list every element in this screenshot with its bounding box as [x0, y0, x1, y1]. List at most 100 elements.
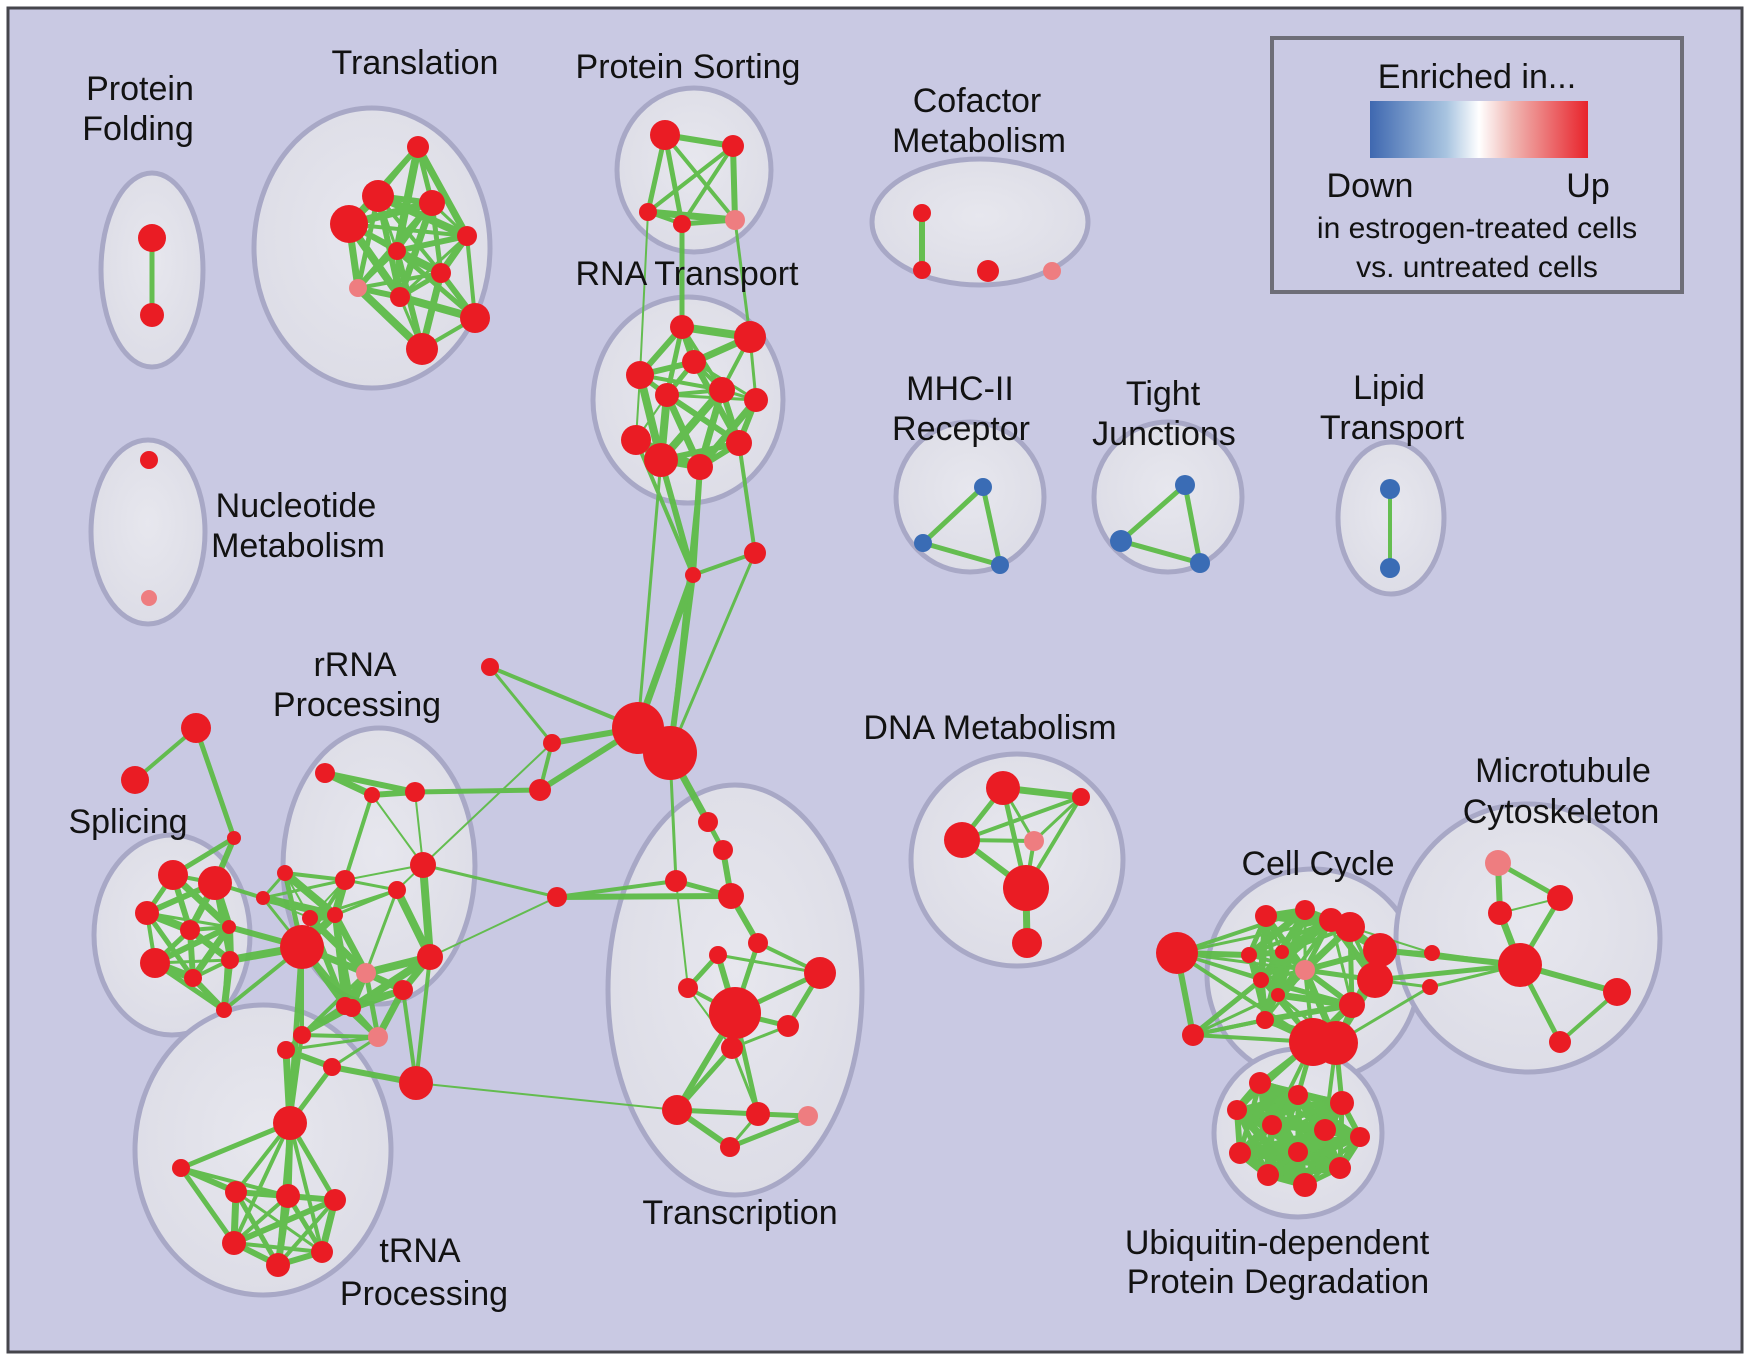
- edge: [675, 880, 689, 989]
- cluster-label: MHC-II: [906, 370, 1014, 408]
- node-red: [221, 951, 239, 969]
- edge: [261, 878, 347, 900]
- edge: [696, 386, 726, 471]
- edge: [730, 143, 738, 223]
- node-red: [1603, 978, 1631, 1006]
- edge: [371, 794, 424, 866]
- cluster-label: Tight: [1126, 375, 1201, 413]
- edge: [636, 458, 663, 730]
- edge: [960, 795, 1083, 842]
- node-red: [621, 425, 651, 455]
- node-red: [721, 1037, 743, 1059]
- node-red: [673, 215, 691, 233]
- node-red: [1330, 1091, 1354, 1115]
- node-red: [777, 1015, 799, 1037]
- node-blue: [1190, 553, 1210, 573]
- cluster-ellipse-cofactor-metabolism: [869, 156, 1091, 288]
- edge: [1175, 951, 1315, 1044]
- edge: [178, 1120, 293, 1171]
- node-red: [626, 361, 654, 389]
- node-blue: [1380, 479, 1400, 499]
- node-red: [913, 261, 931, 279]
- node-red: [1255, 905, 1277, 927]
- edge: [276, 1198, 337, 1267]
- edge: [421, 863, 559, 899]
- edge: [634, 571, 697, 732]
- edge: [920, 540, 1003, 568]
- legend-title: Enriched in...: [1378, 58, 1576, 96]
- node-pink: [725, 210, 745, 230]
- edge: [1118, 538, 1203, 566]
- node-red: [135, 901, 159, 925]
- legend-up-label: Up: [1566, 167, 1609, 205]
- node-red: [327, 907, 343, 923]
- edge: [364, 888, 399, 975]
- cluster-label: Protein Sorting: [576, 48, 801, 86]
- node-red: [336, 997, 354, 1015]
- node-red: [685, 567, 701, 583]
- edge: [178, 1165, 237, 1246]
- node-red: [1498, 943, 1542, 987]
- cluster-label: Lipid: [1353, 369, 1425, 407]
- edge: [322, 770, 418, 795]
- legend-gradient-bar: [1370, 101, 1588, 158]
- cluster-label: Cofactor: [913, 82, 1042, 120]
- edge: [980, 484, 1003, 568]
- edge: [668, 465, 702, 755]
- node-red: [670, 315, 694, 339]
- node-blue: [1110, 530, 1132, 552]
- node-red: [687, 454, 713, 480]
- node-red: [417, 944, 443, 970]
- node-red: [662, 1095, 692, 1125]
- node-red: [335, 870, 355, 890]
- edge: [1118, 482, 1188, 544]
- node-red: [1156, 932, 1198, 974]
- edge: [414, 955, 432, 1085]
- node-red: [388, 881, 406, 899]
- cluster-label: DNA Metabolism: [863, 709, 1116, 747]
- edge: [429, 896, 558, 958]
- node-red: [1547, 885, 1573, 911]
- node-red: [1288, 1085, 1308, 1105]
- node-blue: [974, 478, 992, 496]
- cluster-label: Folding: [82, 110, 194, 148]
- cluster-label: Splicing: [68, 803, 187, 841]
- node-pink: [1024, 831, 1044, 851]
- node-red: [734, 321, 766, 353]
- edge: [658, 457, 696, 578]
- node-red: [273, 1106, 307, 1140]
- node-red: [121, 766, 149, 794]
- node-pink: [141, 590, 157, 606]
- node-red: [709, 946, 727, 964]
- edge: [920, 484, 986, 546]
- node-red: [1182, 1024, 1204, 1046]
- node-red: [639, 203, 657, 221]
- node-blue: [914, 534, 932, 552]
- node-red: [644, 443, 678, 477]
- edge: [259, 894, 339, 919]
- node-red: [390, 287, 410, 307]
- node-red: [748, 933, 768, 953]
- node-red: [1350, 1127, 1370, 1147]
- node-red: [1072, 788, 1090, 806]
- cluster-label: RNA Transport: [576, 255, 800, 293]
- edge: [145, 911, 231, 929]
- node-red: [276, 1184, 300, 1208]
- node-red: [407, 136, 429, 158]
- node-pink: [1043, 262, 1061, 280]
- node-red: [698, 812, 718, 832]
- cluster-label: Protein Degradation: [1127, 1263, 1429, 1301]
- node-red: [266, 1253, 290, 1277]
- edge: [419, 861, 434, 961]
- node-red: [1549, 1031, 1571, 1053]
- node-red: [1227, 1100, 1247, 1120]
- edge: [284, 1035, 380, 1052]
- edge: [1377, 947, 1523, 968]
- node-red: [293, 1026, 311, 1044]
- edge: [232, 1121, 292, 1245]
- edge: [488, 665, 640, 730]
- node-red: [1241, 947, 1257, 963]
- edge: [663, 133, 737, 222]
- node-red: [140, 303, 164, 327]
